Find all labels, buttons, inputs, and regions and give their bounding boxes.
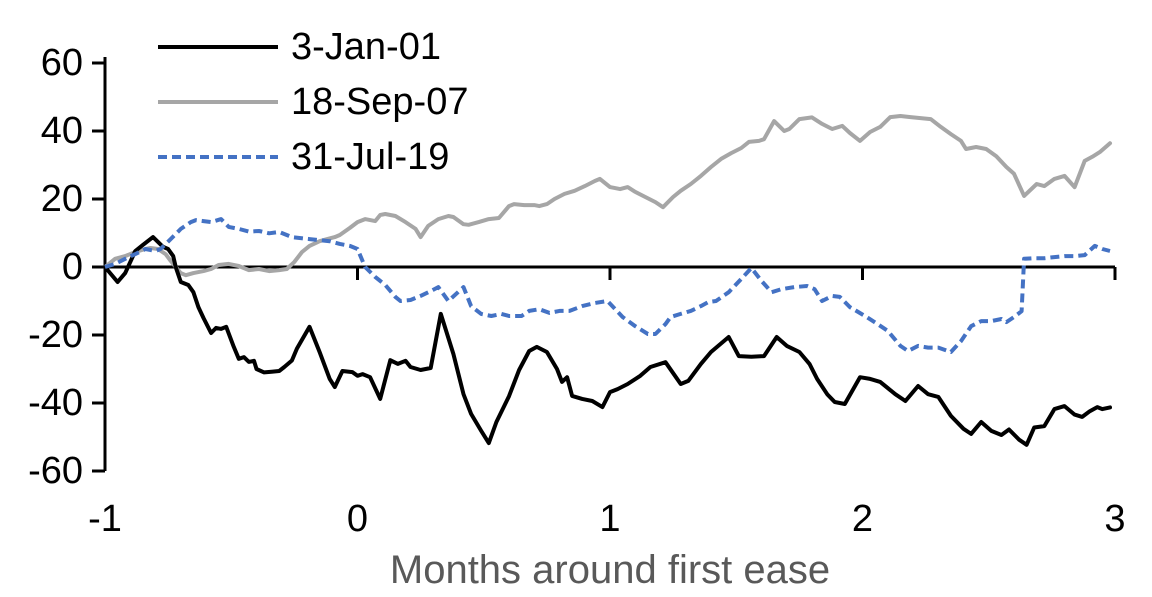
legend-swatch-black-line <box>158 45 278 49</box>
legend-swatch-blue-dashed-line <box>158 155 278 159</box>
y-tick-label: -60 <box>28 450 83 492</box>
series-line-18-Sep-07 <box>103 114 1112 278</box>
x-tick-label: 0 <box>347 498 368 540</box>
y-tick-label: -20 <box>28 314 83 356</box>
legend-label: 18-Sep-07 <box>291 81 469 123</box>
series-line-3-Jan-01 <box>103 235 1112 447</box>
legend-label: 31-Jul-19 <box>291 136 450 178</box>
series-line-31-Jul-19 <box>104 217 1111 354</box>
y-tick-label: 20 <box>41 178 83 220</box>
legend-item: 18-Sep-07 <box>158 82 468 122</box>
legend-swatch-gray-line <box>158 100 278 104</box>
y-tick-label: 40 <box>41 110 83 152</box>
x-tick-label: 1 <box>599 498 620 540</box>
legend-item: 31-Jul-19 <box>158 137 468 177</box>
x-tick-label: 3 <box>1104 498 1125 540</box>
x-axis-title: Months around first ease <box>389 548 831 592</box>
x-tick-label: 2 <box>852 498 873 540</box>
legend-label: 3-Jan-01 <box>291 26 441 68</box>
y-tick-label: -40 <box>28 382 83 424</box>
y-tick-label: 0 <box>62 246 83 288</box>
legend-item: 3-Jan-01 <box>158 27 468 67</box>
y-tick-label: 60 <box>41 42 83 84</box>
x-tick-label: -1 <box>88 498 122 540</box>
legend: 3-Jan-01 18-Sep-07 31-Jul-19 <box>158 27 468 192</box>
